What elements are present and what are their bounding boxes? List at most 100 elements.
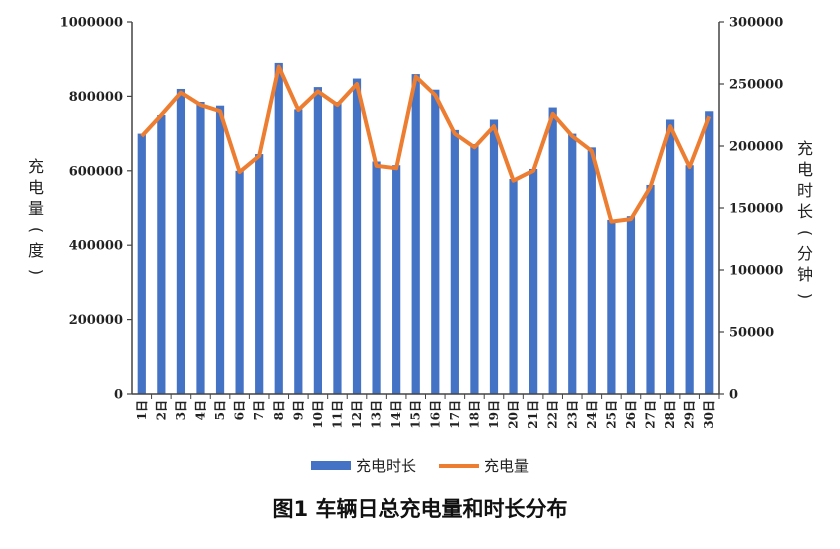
x-tick-label: 18日: [467, 400, 481, 429]
bar-19: [489, 119, 499, 395]
axis-title-glyph: 充: [797, 139, 813, 158]
right-tick-label: 300000: [729, 16, 783, 31]
x-tick-label: 21日: [526, 400, 540, 429]
bar-series: [137, 62, 714, 395]
x-tick-label: 28日: [663, 400, 677, 429]
x-tick-label: 8日: [272, 400, 286, 420]
right-tick-label: 0: [729, 388, 738, 403]
left-tick-label: 800000: [69, 90, 123, 105]
axis-title-glyph: 电: [797, 160, 813, 179]
x-tick-label: 15日: [409, 400, 423, 429]
bar-29: [685, 165, 694, 394]
x-tick-label: 6日: [233, 400, 247, 420]
x-tick-label: 29日: [683, 400, 697, 429]
bar-23: [568, 133, 577, 394]
x-tick-label: 1日: [135, 400, 149, 420]
x-tick-label: 3日: [174, 400, 188, 420]
bar-30: [705, 111, 714, 394]
axis-title-glyph: (: [27, 227, 46, 233]
x-axis-labels: 1日 2日 3日 4日 5日 6日 7日 8日 9日 10日 11日 12日 13日 14日 15日 16日 1…: [135, 394, 720, 429]
right-tick-label: 100000: [729, 264, 783, 279]
bar-1: [137, 133, 146, 394]
line-series-charging-amount: [140, 64, 712, 224]
left-axis-title: 充电量 ( 度): [27, 157, 46, 275]
left-tick-label: 600000: [69, 164, 123, 179]
bar-27: [646, 184, 655, 394]
bar-8: [274, 62, 283, 395]
bar-9: [294, 109, 303, 395]
legend-label-amount: 充电量: [484, 457, 529, 475]
legend-swatch-bar: [311, 461, 351, 470]
bar-12: [352, 78, 362, 394]
x-tick-label: 14日: [389, 400, 403, 429]
x-tick-label: 30日: [702, 400, 716, 429]
bar-18: [470, 144, 479, 394]
bar-3: [176, 88, 186, 395]
axis-title-glyph: 时: [797, 181, 813, 200]
bar-17: [450, 129, 459, 394]
legend-label-duration: 充电时长: [356, 457, 416, 475]
axis-title-glyph: 分: [797, 244, 813, 263]
x-tick-label: 23日: [565, 400, 579, 429]
bar-26: [626, 216, 636, 394]
bar-2: [157, 115, 166, 394]
x-tick-label: 19日: [487, 400, 501, 429]
axis-title-glyph: 量: [28, 199, 44, 218]
x-tick-label: 5日: [213, 400, 227, 420]
bar-20: [509, 178, 518, 394]
left-tick-label: 1000000: [60, 16, 123, 31]
right-tick-label: 200000: [729, 140, 783, 155]
bar-5: [215, 105, 225, 394]
bar-7: [255, 154, 264, 394]
bar-21: [529, 168, 538, 394]
chart: 0 200000 400000 600000 800000 1000000 0 50000 1…: [27, 16, 815, 476]
bar-22: [548, 107, 557, 394]
x-tick-label: 22日: [546, 400, 560, 429]
left-axis-ticks: 0 200000 400000 600000 800000 1000000: [60, 16, 132, 403]
right-tick-label: 50000: [729, 326, 774, 341]
bar-10: [313, 87, 322, 394]
x-tick-label: 9日: [291, 400, 305, 420]
bar-13: [372, 161, 381, 394]
x-tick-label: 11日: [330, 400, 344, 429]
axis-title-glyph: 电: [28, 178, 44, 197]
axis-title-glyph: ): [796, 293, 815, 299]
axis-title-glyph: ): [27, 269, 46, 275]
right-axis-title: 充电时长 ( 分钟): [796, 139, 815, 299]
axis-title-glyph: 度: [28, 241, 44, 260]
x-tick-label: 2日: [154, 400, 168, 420]
bar-16: [431, 89, 440, 394]
right-axis-ticks: 0 50000 100000 150000 200000 250000 300000: [719, 16, 783, 403]
x-tick-label: 17日: [448, 400, 462, 429]
x-tick-label: 12日: [350, 400, 364, 429]
axis-title-glyph: (: [796, 230, 815, 236]
right-tick-label: 150000: [729, 202, 783, 217]
figure-caption: 图1 车辆日总充电量和时长分布: [272, 497, 568, 521]
left-tick-label: 0: [114, 388, 123, 403]
axis-title-glyph: 长: [797, 202, 813, 221]
axis-title-glyph: 钟: [797, 265, 813, 284]
x-tick-label: 4日: [193, 400, 207, 420]
x-tick-label: 25日: [604, 400, 618, 429]
axis-title-glyph: 充: [28, 157, 44, 176]
bar-11: [333, 101, 342, 394]
bar-24: [587, 147, 596, 394]
legend: 充电时长 充电量: [311, 457, 529, 475]
bar-4: [196, 101, 205, 394]
x-tick-label: 20日: [507, 400, 521, 429]
x-tick-label: 26日: [624, 400, 638, 429]
bar-25: [607, 219, 616, 394]
x-tick-label: 24日: [585, 400, 599, 429]
bar-6: [235, 170, 244, 394]
x-tick-label: 10日: [311, 400, 325, 429]
bar-15: [411, 74, 420, 394]
x-tick-label: 27日: [644, 400, 658, 429]
x-tick-label: 7日: [252, 400, 266, 420]
left-tick-label: 400000: [69, 239, 123, 254]
x-tick-label: 16日: [428, 400, 442, 429]
left-tick-label: 200000: [69, 313, 123, 328]
bar-28: [665, 119, 675, 395]
x-tick-label: 13日: [370, 400, 384, 429]
bar-14: [392, 165, 401, 394]
right-tick-label: 250000: [729, 78, 783, 93]
